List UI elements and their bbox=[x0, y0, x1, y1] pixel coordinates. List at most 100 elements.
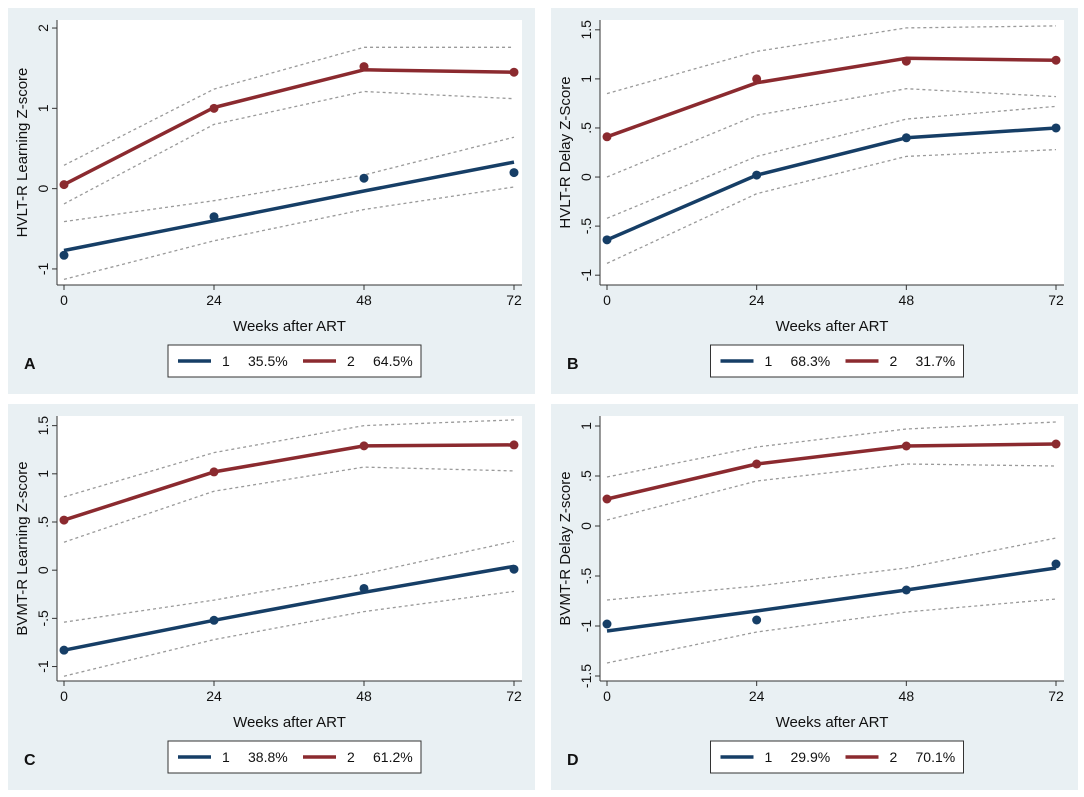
panel-letter: C bbox=[24, 752, 36, 769]
y-tick-label: -1 bbox=[578, 269, 594, 282]
legend-class-share: 64.5% bbox=[373, 353, 413, 369]
y-tick-label: 1.5 bbox=[578, 20, 594, 40]
x-tick-label: 24 bbox=[206, 292, 222, 308]
x-axis-title: Weeks after ART bbox=[233, 714, 346, 731]
series-1-point bbox=[59, 250, 69, 260]
series-2-point bbox=[602, 132, 612, 142]
y-axis-title: HVLT-R Delay Z-Score bbox=[557, 76, 574, 228]
x-tick-label: 72 bbox=[506, 292, 522, 308]
y-tick-label: .5 bbox=[35, 516, 51, 528]
series-2-point bbox=[209, 103, 219, 113]
panel-d: -1.5 -1 -.5 0 .5 1 0 24 48 72 Weeks after ART BVMT-… bbox=[551, 404, 1078, 790]
series-2-fit-line bbox=[63, 68, 515, 187]
series-2-point bbox=[59, 180, 69, 190]
series-1-ci-lower-line bbox=[63, 590, 515, 677]
legend-class-share: 70.1% bbox=[916, 749, 956, 765]
y-tick-label: 1 bbox=[35, 104, 51, 112]
series-1-point bbox=[901, 133, 911, 143]
x-tick-label: 48 bbox=[356, 292, 372, 308]
series-2-point bbox=[901, 56, 911, 66]
series-2-point bbox=[359, 441, 369, 451]
legend-class-share: 29.9% bbox=[791, 749, 831, 765]
series-1-ci-lower-line bbox=[606, 598, 1057, 664]
series-2-fit-line bbox=[606, 442, 1057, 501]
series-2-fit-line bbox=[63, 443, 515, 522]
legend-class-share: 68.3% bbox=[791, 353, 831, 369]
series-1-point bbox=[509, 564, 519, 574]
x-tick-label: 72 bbox=[1048, 292, 1064, 308]
x-axis-title: Weeks after ART bbox=[776, 714, 889, 731]
series-2-point bbox=[209, 467, 219, 477]
legend-class-label: 1 bbox=[222, 749, 230, 765]
series-1-ci-upper-line bbox=[606, 105, 1057, 219]
series-1-point bbox=[209, 212, 219, 222]
y-tick-label: 0 bbox=[578, 173, 594, 181]
legend-class-share: 35.5% bbox=[248, 353, 288, 369]
series-1-point bbox=[59, 645, 69, 655]
series-1-point bbox=[1051, 559, 1061, 569]
series-2-ci-lower-line bbox=[606, 88, 1057, 178]
series-2-ci-lower-line bbox=[606, 463, 1057, 521]
panel-c: -1 -.5 0 .5 1 1.5 0 24 48 72 Weeks after ART BVMT-R… bbox=[8, 404, 535, 790]
y-tick-label: -1 bbox=[35, 263, 51, 276]
x-tick-label: 72 bbox=[1048, 688, 1064, 704]
x-axis-title: Weeks after ART bbox=[233, 318, 346, 335]
series-1-point bbox=[359, 173, 369, 183]
legend-class-share: 38.8% bbox=[248, 749, 288, 765]
series-1-ci-upper-line bbox=[63, 136, 515, 223]
series-1-point bbox=[1051, 123, 1061, 133]
legend-class-label: 2 bbox=[347, 749, 355, 765]
series-1-point bbox=[602, 619, 612, 629]
series-1-fit-line bbox=[63, 564, 515, 652]
series-2-ci-upper-line bbox=[63, 46, 514, 166]
plot-area bbox=[600, 416, 1064, 681]
legend-class-label: 1 bbox=[765, 749, 773, 765]
x-tick-label: 24 bbox=[206, 688, 222, 704]
panel-letter: B bbox=[567, 356, 579, 373]
y-tick-label: 1 bbox=[578, 422, 594, 430]
series-2-point bbox=[59, 515, 69, 525]
series-2-fit-line bbox=[606, 56, 1057, 139]
legend-class-label: 2 bbox=[890, 749, 898, 765]
legend-class-label: 1 bbox=[222, 353, 230, 369]
series-2-point bbox=[359, 62, 369, 72]
legend-class-share: 31.7% bbox=[916, 353, 956, 369]
y-tick-label: -.5 bbox=[578, 568, 594, 585]
plot-area bbox=[57, 20, 522, 285]
y-tick-label: 1.5 bbox=[35, 416, 51, 436]
series-2-ci-lower-line bbox=[63, 466, 515, 543]
y-tick-label: -1 bbox=[35, 660, 51, 673]
x-tick-label: 48 bbox=[899, 688, 915, 704]
panel-a: -1 0 1 2 0 24 48 72 Weeks after ART HVLT-R Learni… bbox=[8, 8, 535, 394]
x-tick-label: 0 bbox=[60, 292, 68, 308]
series-1-fit-line bbox=[63, 160, 515, 253]
y-tick-label: 0 bbox=[35, 185, 51, 193]
series-2-ci-upper-line bbox=[63, 419, 515, 498]
series-2-point bbox=[752, 459, 762, 469]
series-1-point bbox=[752, 170, 762, 180]
y-tick-label: 0 bbox=[35, 566, 51, 574]
series-2-point bbox=[1051, 55, 1061, 65]
legend-class-label: 1 bbox=[765, 353, 773, 369]
legend-class-share: 61.2% bbox=[373, 749, 413, 765]
y-axis-title: BVMT-R Delay Z-score bbox=[557, 471, 574, 625]
plot-area bbox=[600, 20, 1064, 285]
series-2-point bbox=[602, 494, 612, 504]
panel-letter: A bbox=[24, 356, 36, 373]
y-tick-label: -1 bbox=[578, 620, 594, 633]
series-1-point bbox=[209, 615, 219, 625]
x-axis-title: Weeks after ART bbox=[776, 318, 889, 335]
y-tick-label: 1 bbox=[35, 470, 51, 478]
x-tick-label: 48 bbox=[899, 292, 915, 308]
series-2-point bbox=[1051, 439, 1061, 449]
legend-class-label: 2 bbox=[347, 353, 355, 369]
series-1-point bbox=[752, 615, 762, 625]
plot-area bbox=[57, 416, 522, 681]
y-tick-label: .5 bbox=[578, 122, 594, 134]
x-tick-label: 48 bbox=[356, 688, 372, 704]
series-2-point bbox=[509, 67, 519, 77]
y-axis-title: BVMT-R Learning Z-score bbox=[14, 461, 31, 635]
legend: 1 29.9% 2 70.1% bbox=[710, 740, 964, 774]
y-tick-label: 2 bbox=[35, 24, 51, 32]
